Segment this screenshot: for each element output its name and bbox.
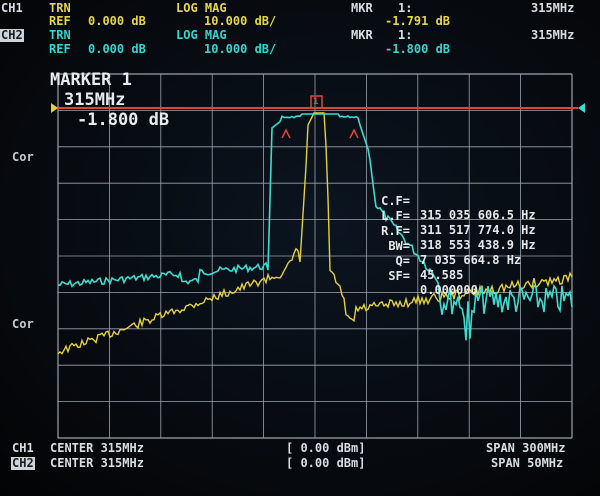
ch2-trace: [57, 113, 573, 341]
side-label-cor-2: Cor: [12, 317, 34, 331]
ch2-footer-label: CH2: [11, 456, 35, 470]
ch2-mkr-num: 1:: [398, 28, 413, 42]
graticule: [57, 73, 573, 439]
stat-sf: SF= 0.000000: [360, 255, 477, 297]
stat-cf: C.F= 315 035 606.5 Hz: [360, 180, 536, 222]
stat-lf-label: L.F=: [381, 209, 410, 223]
stat-lf-value: 311 517 774.0 Hz: [420, 223, 536, 237]
ch2-span: SPAN 50MHz: [491, 456, 564, 470]
stat-sf-label: SF=: [388, 269, 410, 283]
ch2-ref-label: REF: [49, 42, 71, 56]
ch1-mkr-freq: 315MHz: [531, 1, 575, 15]
ref-left-arrow: [51, 103, 58, 113]
marker-title: MARKER 1: [50, 70, 132, 90]
ch1-scale: 10.000 dB/: [204, 14, 277, 28]
stat-q: Q= 45.585: [360, 240, 464, 282]
stat-rf: R.F= 318 553 438.9 Hz: [360, 210, 536, 252]
ch1-trace: [57, 112, 573, 355]
ch2-mkr-label: MKR: [351, 28, 373, 42]
ch2-trn: TRN: [49, 28, 71, 42]
stat-cf-label: C.F=: [381, 194, 410, 208]
stat-bw-value: 7 035 664.8 Hz: [420, 253, 522, 267]
bw-right-arrow: [349, 128, 359, 139]
ch1-ref-label: REF: [49, 14, 71, 28]
marker-flag-label: 1: [313, 97, 319, 107]
marker-value: -1.800 dB: [77, 110, 170, 130]
ch2-ref-value: 0.000 dB: [88, 42, 146, 56]
stat-cf-value: 315 035 606.5 Hz: [420, 208, 536, 222]
ch1-span: SPAN 300MHz: [486, 441, 566, 455]
ch1-mkr-num: 1:: [398, 1, 413, 15]
marker-freq: 315MHz: [64, 90, 126, 110]
stat-lf: L.F= 311 517 774.0 Hz: [360, 195, 536, 237]
stat-bw-label: BW=: [388, 239, 410, 253]
ch2-scale: 10.000 dB/: [204, 42, 277, 56]
stat-rf-value: 318 553 438.9 Hz: [420, 238, 536, 252]
marker-flag: [310, 95, 323, 109]
stat-rf-label: R.F=: [381, 224, 410, 238]
ch1-center: CENTER 315MHz: [50, 441, 144, 455]
ch1-format: LOG MAG: [176, 1, 227, 15]
side-label-cor-1: Cor: [12, 150, 34, 164]
ref-right-arrow: [578, 103, 585, 113]
stat-q-label: Q=: [395, 254, 410, 268]
ch1-label: CH1: [1, 1, 23, 15]
ch2-power: [ 0.00 dBm]: [286, 456, 366, 470]
ch1-ref-value: 0.000 dB: [88, 14, 146, 28]
marker-readout: MARKER 1 315MHz -1.800 dB: [47, 70, 207, 134]
ch2-format: LOG MAG: [176, 28, 227, 42]
ch1-footer-label: CH1: [12, 441, 34, 455]
ch1-power: [ 0.00 dBm]: [286, 441, 366, 455]
stat-bw: BW= 7 035 664.8 Hz: [360, 225, 521, 267]
ch2-label: CH2: [0, 28, 24, 42]
ch1-trn: TRN: [49, 1, 71, 15]
stat-sf-value: 0.000000: [420, 283, 478, 297]
ch2-mkr-freq: 315MHz: [531, 28, 575, 42]
ch1-mkr-value: -1.791 dB: [385, 14, 451, 28]
stat-q-value: 45.585: [420, 268, 464, 282]
ch2-mkr-value: -1.800 dB: [385, 42, 451, 56]
ch2-center: CENTER 315MHz: [50, 456, 144, 470]
ch1-mkr-label: MKR: [351, 1, 373, 15]
bw-left-arrow: [281, 128, 291, 139]
